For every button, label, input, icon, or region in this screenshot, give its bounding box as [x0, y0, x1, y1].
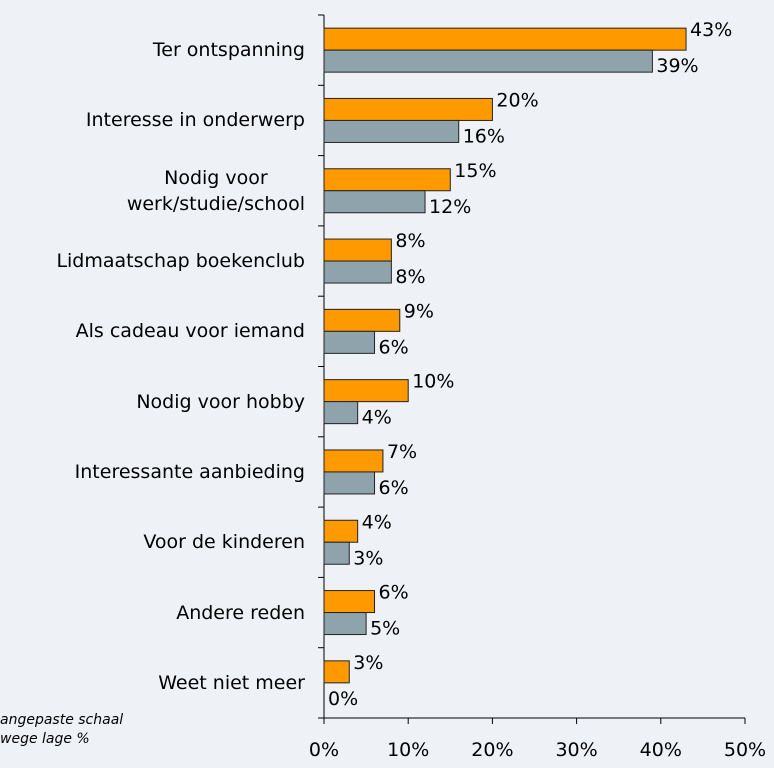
bar	[323, 238, 392, 262]
annotation: angepaste schaal	[0, 712, 124, 728]
value-label: 15%	[454, 160, 496, 182]
value-label: 6%	[379, 336, 409, 358]
annotation: wege lage %	[0, 731, 90, 747]
bar	[323, 401, 359, 425]
bar	[323, 590, 376, 614]
bar	[323, 119, 460, 143]
bar	[323, 471, 376, 495]
bar	[323, 308, 401, 332]
value-label: 6%	[379, 477, 409, 499]
y-tick-label: Interesse in onderwerp	[85, 109, 305, 132]
x-tick-label: 10%	[387, 739, 429, 761]
y-tick-label: Nodig voor werk/studie/school	[126, 166, 305, 215]
bar	[323, 97, 493, 121]
value-label: 0%	[328, 688, 358, 710]
value-label: 10%	[412, 371, 454, 393]
y-tick-label: Andere reden	[176, 601, 305, 624]
bar	[323, 449, 384, 473]
y-tick-label: Interessante aanbieding	[74, 460, 305, 483]
x-tick-label: 0%	[309, 739, 339, 761]
bar	[323, 330, 376, 354]
x-tick-label: 30%	[555, 739, 597, 761]
bar	[323, 379, 409, 403]
y-tick-label: Nodig voor hobby	[136, 390, 305, 413]
x-tick-label: 40%	[640, 739, 682, 761]
value-label: 5%	[370, 618, 400, 640]
y-tick-label: Voor de kinderen	[143, 531, 305, 554]
value-label: 9%	[404, 300, 434, 322]
value-label: 39%	[656, 55, 698, 77]
bar	[323, 49, 653, 73]
value-label: 20%	[496, 89, 538, 111]
value-label: 43%	[690, 19, 732, 41]
value-label: 16%	[463, 125, 505, 147]
y-tick-label: Lidmaatschap boekenclub	[56, 250, 305, 273]
bar	[323, 519, 359, 543]
y-tick-label: Weet niet meer	[158, 671, 305, 694]
bar	[323, 27, 687, 51]
value-label: 8%	[395, 266, 425, 288]
value-label: 6%	[379, 582, 409, 604]
x-tick-label: 20%	[471, 739, 513, 761]
bar	[323, 541, 350, 565]
x-tick-label: 50%	[724, 739, 766, 761]
value-label: 4%	[362, 511, 392, 533]
y-tick-label: Als cadeau voor iemand	[75, 320, 305, 343]
value-label: 8%	[395, 230, 425, 252]
bar	[323, 660, 350, 684]
value-label: 3%	[353, 547, 383, 569]
bar	[323, 612, 367, 636]
value-label: 12%	[429, 196, 471, 218]
y-tick-label: Ter ontspanning	[152, 39, 305, 62]
value-label: 7%	[387, 441, 417, 463]
value-label: 4%	[362, 407, 392, 429]
value-label: 3%	[353, 652, 383, 674]
bar	[323, 190, 426, 214]
bar	[323, 260, 392, 284]
bar	[323, 168, 451, 192]
